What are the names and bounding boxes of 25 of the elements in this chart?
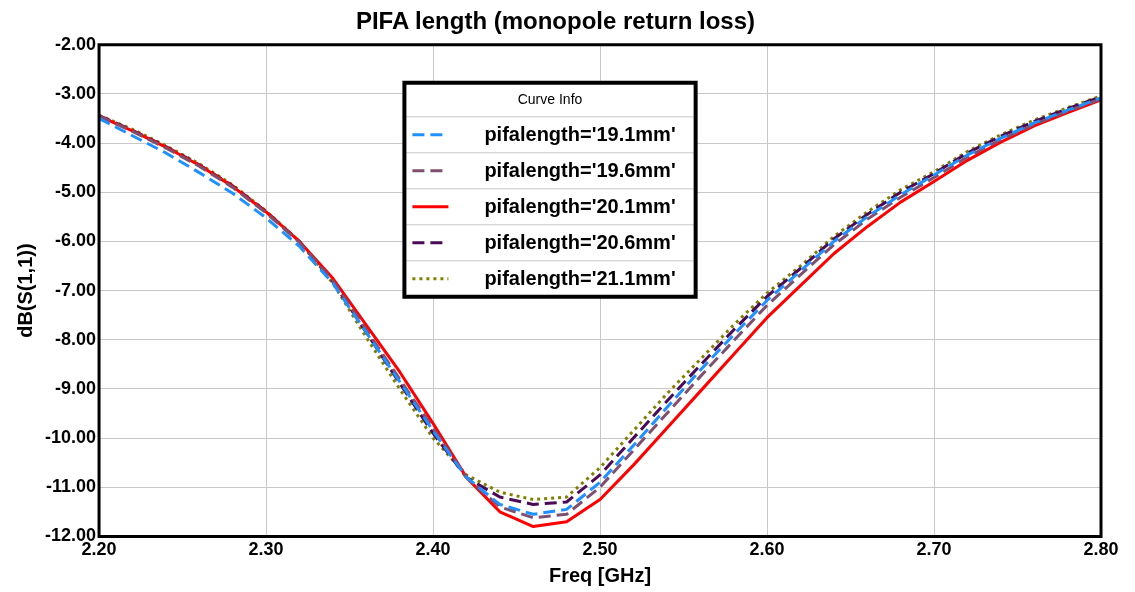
- y-tick-label: -4.00: [55, 132, 97, 153]
- y-tick-label: -8.00: [55, 328, 97, 349]
- x-tick-label: 2.30: [248, 539, 284, 560]
- y-tick-label: -11.00: [45, 476, 97, 497]
- legend-label: pifalength='20.6mm': [484, 231, 676, 254]
- y-tick-label: -3.00: [55, 82, 97, 103]
- y-tick-label: -6.00: [55, 230, 97, 251]
- y-tick-label: -5.00: [55, 181, 97, 202]
- x-tick-label: 2.70: [916, 539, 952, 560]
- legend-label: pifalength='19.1mm': [484, 123, 676, 146]
- legend-label: pifalength='19.6mm': [484, 159, 676, 182]
- x-tick-label: 2.40: [415, 539, 451, 560]
- x-tick-label: 2.50: [582, 539, 618, 560]
- chart-title: PIFA length (monopole return loss): [355, 7, 756, 35]
- y-tick-label: -10.00: [44, 427, 97, 448]
- y-tick-label: -9.00: [55, 377, 97, 398]
- y-tick-label: -2.00: [55, 33, 97, 54]
- x-tick-label: 2.60: [749, 539, 785, 560]
- legend-title: Curve Info: [517, 90, 583, 107]
- x-tick-label: 2.80: [1083, 539, 1119, 560]
- legend-label: pifalength='21.1mm': [484, 267, 676, 290]
- y-axis-title: dB(S(1,1)): [13, 243, 36, 338]
- legend-label: pifalength='20.1mm': [484, 195, 676, 218]
- y-tick-label: -7.00: [55, 279, 97, 300]
- x-axis-title: Freq [GHz]: [548, 563, 652, 586]
